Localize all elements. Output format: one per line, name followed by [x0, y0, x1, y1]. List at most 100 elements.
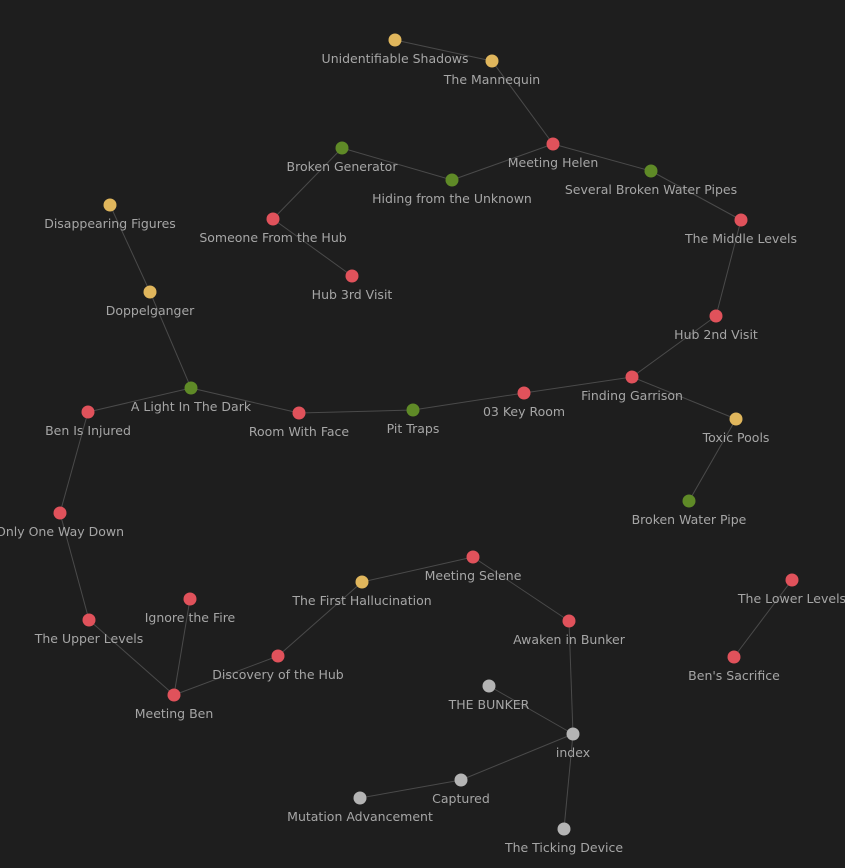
node-dot-the-upper-levels[interactable]: [82, 613, 96, 627]
node-label-broken-water-pipe[interactable]: Broken Water Pipe: [632, 512, 747, 527]
node-dot-several-broken-water-pipes[interactable]: [644, 164, 658, 178]
node-03-key-room[interactable]: 03 Key Room: [483, 386, 565, 420]
node-mutation-advancement[interactable]: Mutation Advancement: [287, 791, 433, 825]
node-dot-only-one-way-down[interactable]: [53, 506, 67, 520]
node-label-meeting-selene[interactable]: Meeting Selene: [425, 568, 522, 583]
node-label-meeting-ben[interactable]: Meeting Ben: [135, 706, 214, 721]
node-label-someone-from-the-hub[interactable]: Someone From the Hub: [199, 230, 346, 245]
node-label-ben-is-injured[interactable]: Ben Is Injured: [45, 423, 131, 438]
node-dot-the-middle-levels[interactable]: [734, 213, 748, 227]
node-dot-index[interactable]: [566, 727, 580, 741]
node-the-bunker[interactable]: THE BUNKER: [448, 679, 530, 713]
node-label-03-key-room[interactable]: 03 Key Room: [483, 404, 565, 419]
node-dot-the-first-hallucination[interactable]: [355, 575, 369, 589]
node-label-mutation-advancement[interactable]: Mutation Advancement: [287, 809, 433, 824]
node-label-toxic-pools[interactable]: Toxic Pools: [702, 430, 770, 445]
node-room-with-face[interactable]: Room With Face: [249, 406, 349, 440]
node-dot-mutation-advancement[interactable]: [353, 791, 367, 805]
node-dot-toxic-pools[interactable]: [729, 412, 743, 426]
node-label-room-with-face[interactable]: Room With Face: [249, 424, 349, 439]
node-meeting-helen[interactable]: Meeting Helen: [508, 137, 599, 171]
node-dot-awaken-in-bunker[interactable]: [562, 614, 576, 628]
node-dot-the-lower-levels[interactable]: [785, 573, 799, 587]
node-dot-the-bunker[interactable]: [482, 679, 496, 693]
node-hub-3rd-visit[interactable]: Hub 3rd Visit: [312, 269, 393, 303]
node-dot-hub-3rd-visit[interactable]: [345, 269, 359, 283]
node-dot-a-light-in-the-dark[interactable]: [184, 381, 198, 395]
node-label-finding-garrison[interactable]: Finding Garrison: [581, 388, 683, 403]
node-dot-meeting-helen[interactable]: [546, 137, 560, 151]
node-the-mannequin[interactable]: The Mannequin: [443, 54, 540, 88]
node-dot-captured[interactable]: [454, 773, 468, 787]
node-dot-hiding-from-the-unknown[interactable]: [445, 173, 459, 187]
node-ben-is-injured[interactable]: Ben Is Injured: [45, 405, 131, 439]
node-label-ignore-the-fire[interactable]: Ignore the Fire: [145, 610, 236, 625]
node-label-doppelganger[interactable]: Doppelganger: [106, 303, 195, 318]
node-label-bens-sacrifice[interactable]: Ben's Sacrifice: [688, 668, 780, 683]
node-label-captured[interactable]: Captured: [432, 791, 490, 806]
node-label-meeting-helen[interactable]: Meeting Helen: [508, 155, 599, 170]
node-label-awaken-in-bunker[interactable]: Awaken in Bunker: [513, 632, 626, 647]
node-label-a-light-in-the-dark[interactable]: A Light In The Dark: [131, 399, 252, 414]
node-hub-2nd-visit[interactable]: Hub 2nd Visit: [674, 309, 758, 343]
node-broken-water-pipe[interactable]: Broken Water Pipe: [632, 494, 747, 528]
node-label-pit-traps[interactable]: Pit Traps: [387, 421, 440, 436]
node-label-the-ticking-device[interactable]: The Ticking Device: [504, 840, 623, 855]
node-a-light-in-the-dark[interactable]: A Light In The Dark: [131, 381, 252, 415]
node-dot-hub-2nd-visit[interactable]: [709, 309, 723, 323]
node-disappearing-figures[interactable]: Disappearing Figures: [44, 198, 176, 232]
node-label-the-bunker[interactable]: THE BUNKER: [448, 697, 530, 712]
node-dot-room-with-face[interactable]: [292, 406, 306, 420]
node-the-ticking-device[interactable]: The Ticking Device: [504, 822, 623, 856]
node-label-the-upper-levels[interactable]: The Upper Levels: [34, 631, 144, 646]
node-unidentifiable-shadows[interactable]: Unidentifiable Shadows: [322, 33, 469, 67]
node-dot-the-ticking-device[interactable]: [557, 822, 571, 836]
node-doppelganger[interactable]: Doppelganger: [106, 285, 195, 319]
node-dot-03-key-room[interactable]: [517, 386, 531, 400]
node-the-first-hallucination[interactable]: The First Hallucination: [291, 575, 432, 609]
node-label-unidentifiable-shadows[interactable]: Unidentifiable Shadows: [322, 51, 469, 66]
node-only-one-way-down[interactable]: Only One Way Down: [0, 506, 124, 540]
node-ignore-the-fire[interactable]: Ignore the Fire: [145, 592, 236, 626]
node-the-middle-levels[interactable]: The Middle Levels: [684, 213, 797, 247]
node-dot-finding-garrison[interactable]: [625, 370, 639, 384]
node-awaken-in-bunker[interactable]: Awaken in Bunker: [513, 614, 626, 648]
node-label-the-middle-levels[interactable]: The Middle Levels: [684, 231, 797, 246]
node-bens-sacrifice[interactable]: Ben's Sacrifice: [688, 650, 780, 684]
node-dot-meeting-selene[interactable]: [466, 550, 480, 564]
node-dot-disappearing-figures[interactable]: [103, 198, 117, 212]
node-dot-doppelganger[interactable]: [143, 285, 157, 299]
node-toxic-pools[interactable]: Toxic Pools: [702, 412, 770, 446]
node-dot-unidentifiable-shadows[interactable]: [388, 33, 402, 47]
node-label-the-first-hallucination[interactable]: The First Hallucination: [291, 593, 431, 608]
node-dot-broken-generator[interactable]: [335, 141, 349, 155]
node-label-disappearing-figures[interactable]: Disappearing Figures: [44, 216, 176, 231]
node-meeting-selene[interactable]: Meeting Selene: [425, 550, 522, 584]
node-pit-traps[interactable]: Pit Traps: [387, 403, 440, 437]
node-label-the-lower-levels[interactable]: The Lower Levels: [737, 591, 845, 606]
node-label-discovery-of-the-hub[interactable]: Discovery of the Hub: [212, 667, 344, 682]
node-someone-from-the-hub[interactable]: Someone From the Hub: [199, 212, 347, 246]
node-label-only-one-way-down[interactable]: Only One Way Down: [0, 524, 124, 539]
node-dot-pit-traps[interactable]: [406, 403, 420, 417]
node-dot-meeting-ben[interactable]: [167, 688, 181, 702]
node-dot-broken-water-pipe[interactable]: [682, 494, 696, 508]
node-dot-the-mannequin[interactable]: [485, 54, 499, 68]
node-dot-ben-is-injured[interactable]: [81, 405, 95, 419]
node-label-several-broken-water-pipes[interactable]: Several Broken Water Pipes: [565, 182, 737, 197]
node-finding-garrison[interactable]: Finding Garrison: [581, 370, 683, 404]
node-the-upper-levels[interactable]: The Upper Levels: [34, 613, 144, 647]
node-meeting-ben[interactable]: Meeting Ben: [135, 688, 214, 722]
node-discovery-of-the-hub[interactable]: Discovery of the Hub: [212, 649, 344, 683]
node-label-broken-generator[interactable]: Broken Generator: [287, 159, 399, 174]
node-label-hub-3rd-visit[interactable]: Hub 3rd Visit: [312, 287, 393, 302]
node-index[interactable]: index: [556, 727, 590, 761]
node-hiding-from-the-unknown[interactable]: Hiding from the Unknown: [372, 173, 532, 207]
node-dot-someone-from-the-hub[interactable]: [266, 212, 280, 226]
node-label-the-mannequin[interactable]: The Mannequin: [443, 72, 540, 87]
node-captured[interactable]: Captured: [432, 773, 490, 807]
node-dot-bens-sacrifice[interactable]: [727, 650, 741, 664]
node-label-hub-2nd-visit[interactable]: Hub 2nd Visit: [674, 327, 758, 342]
node-several-broken-water-pipes[interactable]: Several Broken Water Pipes: [565, 164, 737, 198]
